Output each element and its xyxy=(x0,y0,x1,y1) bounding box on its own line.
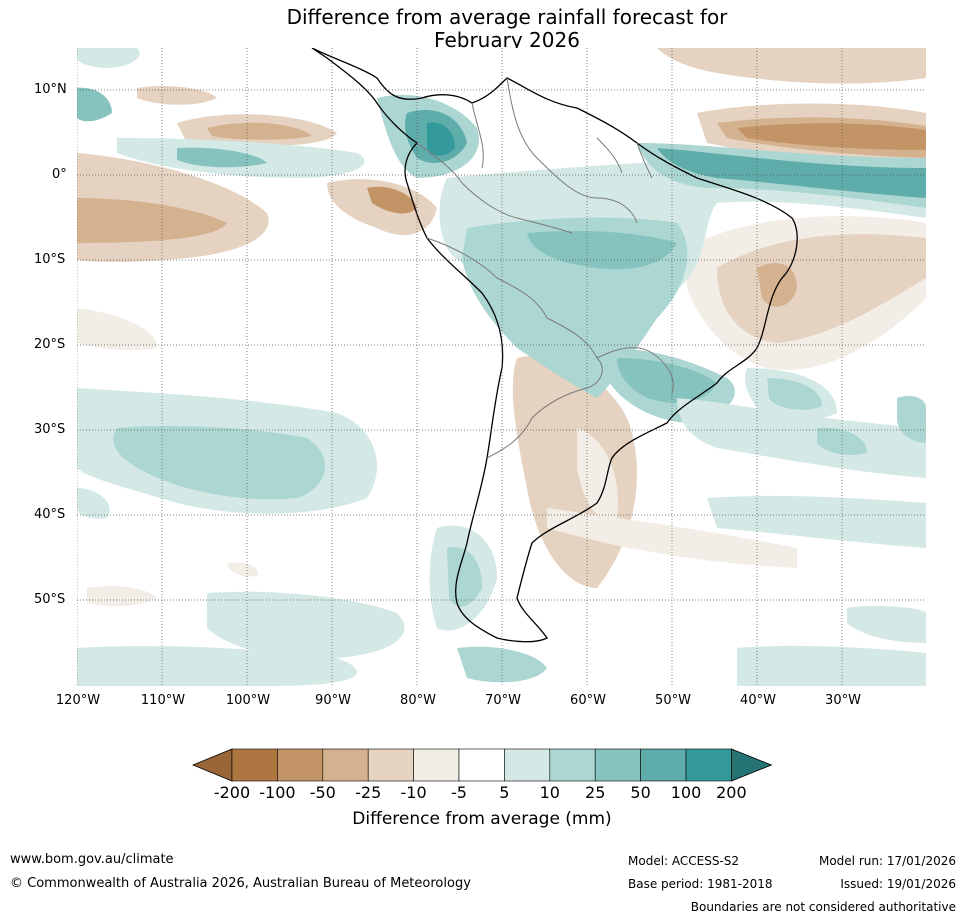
colorbar-tick-label: 200 xyxy=(716,783,747,802)
lon-label-110w: 110°W xyxy=(140,693,186,708)
footer-copyright: © Commonwealth of Australia 2026, Austra… xyxy=(10,876,471,891)
lon-label-70w: 70°W xyxy=(485,693,521,708)
lon-label-80w: 80°W xyxy=(400,693,436,708)
colorbar-extend-max xyxy=(731,748,773,782)
colorbar-tick-label: 100 xyxy=(670,783,702,802)
lon-label-50w: 50°W xyxy=(655,693,691,708)
colorbar-cell xyxy=(458,748,505,782)
footer-base-period: Base period: 1981-2018 xyxy=(628,877,773,891)
graticule xyxy=(77,48,926,686)
lon-label-60w: 60°W xyxy=(570,693,606,708)
rainfall-anomaly-map xyxy=(77,48,926,686)
colorbar-tick-label: 50 xyxy=(630,783,651,802)
colorbar-cell xyxy=(413,748,460,782)
colorbar-cell xyxy=(640,748,687,782)
colorbar-cell xyxy=(504,748,551,782)
lat-label-10n: 10°N xyxy=(34,82,67,97)
colorbar-cell xyxy=(594,748,641,782)
colorbar-extend-min xyxy=(192,748,233,782)
lat-label-30s: 30°S xyxy=(34,422,66,437)
colorbar-cell xyxy=(277,748,324,782)
dry-anomaly-regions xyxy=(77,48,926,607)
lon-label-120w: 120°W xyxy=(55,693,101,708)
colorbar-tick-label: -50 xyxy=(309,783,336,802)
colorbar-tick-label: -200 xyxy=(213,783,251,802)
lat-label-20s: 20°S xyxy=(34,337,66,352)
lat-label-10s: 10°S xyxy=(34,252,66,267)
colorbar-tick-label: -5 xyxy=(451,783,467,802)
footer-model: Model: ACCESS-S2 xyxy=(628,854,740,868)
colorbar-cell xyxy=(231,748,278,782)
lon-label-40w: 40°W xyxy=(740,693,776,708)
colorbar-tick-label: -10 xyxy=(400,783,427,802)
colorbar-cell xyxy=(549,748,596,782)
lon-label-100w: 100°W xyxy=(225,693,271,708)
map-canvas xyxy=(77,48,926,686)
colorbar-tick-label: -25 xyxy=(355,783,382,802)
footer-disclaimer: Boundaries are not considered authoritat… xyxy=(690,900,956,914)
lat-label-50s: 50°S xyxy=(34,592,66,607)
colorbar-tick-label: -100 xyxy=(259,783,296,802)
wet-anomaly-regions xyxy=(77,48,926,686)
map-title-line1: Difference from average rainfall forecas… xyxy=(286,5,728,29)
colorbar-tick-label: 25 xyxy=(585,783,606,802)
south-america-coastline xyxy=(311,48,798,643)
colorbar-cell xyxy=(322,748,369,782)
country-boundaries xyxy=(416,77,674,459)
footer-issued: Issued: 19/01/2026 xyxy=(840,877,956,891)
colorbar-cell xyxy=(367,748,414,782)
lon-label-30w: 30°W xyxy=(825,693,861,708)
footer-url[interactable]: www.bom.gov.au/climate xyxy=(10,852,174,867)
lat-label-40s: 40°S xyxy=(34,507,66,522)
colorbar-tick-label: 10 xyxy=(539,783,560,802)
footer-model-run: Model run: 17/01/2026 xyxy=(818,854,956,868)
colorbar-tick-label: 5 xyxy=(499,783,510,802)
lat-label-0: 0° xyxy=(52,167,67,182)
colorbar-cell xyxy=(685,748,732,782)
lon-label-90w: 90°W xyxy=(315,693,351,708)
map-title-line2: February 2026 xyxy=(434,28,580,52)
colorbar-title: Difference from average (mm) xyxy=(352,809,612,829)
colorbar xyxy=(192,748,773,782)
